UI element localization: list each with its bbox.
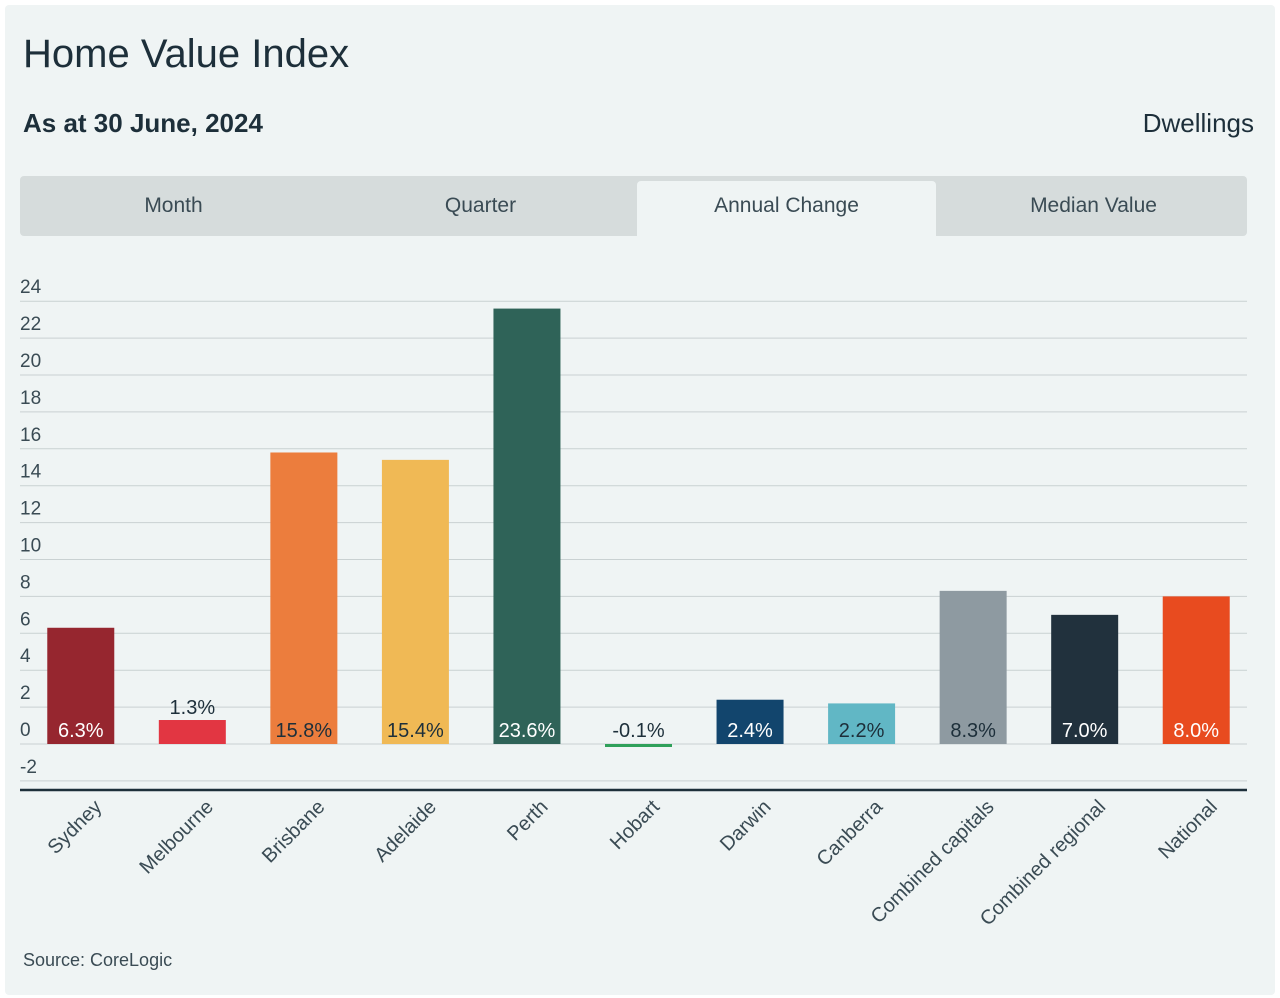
y-tick-label: 2 [20, 683, 31, 704]
data-label: 15.4% [387, 720, 444, 742]
x-tick-label: Combined regional [976, 796, 1110, 930]
x-tick-label: Hobart [606, 796, 664, 854]
bar [1051, 614, 1119, 744]
y-tick-label: 0 [20, 720, 31, 741]
x-tick-label: National [1154, 796, 1221, 863]
y-tick-label: 14 [20, 462, 42, 483]
x-tick-label: Canberra [813, 795, 888, 870]
x-tick-label: Sydney [44, 796, 107, 859]
tab-bar: Month Quarter Annual Change Median Value [20, 176, 1247, 236]
tab-median-value[interactable]: Median Value [1030, 194, 1157, 217]
data-label: 2.2% [839, 720, 885, 742]
y-tick-label: 6 [20, 609, 31, 630]
x-tick-label: Perth [503, 796, 552, 845]
data-label: 2.4% [727, 720, 773, 742]
page-title: Home Value Index [23, 32, 350, 76]
y-tick-label: 22 [20, 314, 41, 335]
y-tick-label: 4 [20, 646, 31, 667]
y-tick-label: 12 [20, 499, 41, 520]
bar [939, 590, 1007, 744]
source-note: Source: CoreLogic [23, 950, 173, 970]
y-tick-label: 10 [20, 536, 41, 557]
data-label: 15.8% [276, 720, 333, 742]
date-subtitle: As at 30 June, 2024 [23, 108, 263, 138]
x-tick-label: Melbourne [135, 796, 217, 878]
y-tick-label: -2 [20, 757, 37, 778]
x-tick-label: Adelaide [370, 796, 441, 867]
x-tick-label: Brisbane [258, 796, 329, 867]
data-label: 7.0% [1062, 720, 1108, 742]
bar [381, 459, 449, 744]
tab-annual-change[interactable]: Annual Change [637, 181, 936, 236]
measure-label: Dwellings [1142, 108, 1254, 138]
y-tick-label: 18 [20, 388, 41, 409]
x-tick-label: Combined capitals [867, 796, 999, 928]
bar [493, 308, 561, 744]
data-label: -0.1% [612, 720, 664, 742]
bar [605, 744, 672, 747]
bar [1162, 596, 1230, 744]
chart-card [5, 5, 1275, 995]
y-tick-label: 24 [20, 277, 42, 298]
bar [716, 699, 784, 744]
data-label: 8.0% [1173, 720, 1219, 742]
tab-quarter[interactable]: Quarter [444, 194, 517, 217]
data-label: 1.3% [170, 697, 216, 719]
y-tick-label: 8 [20, 572, 31, 593]
y-tick-label: 20 [20, 351, 41, 372]
x-tick-label: Darwin [716, 796, 776, 856]
y-tick-label: 16 [20, 425, 41, 446]
bar [270, 452, 338, 744]
data-label: 6.3% [58, 720, 104, 742]
data-label: 8.3% [950, 720, 996, 742]
data-label: 23.6% [499, 720, 556, 742]
bar [158, 720, 226, 744]
bar [47, 627, 115, 744]
tab-month[interactable]: Month [144, 194, 203, 217]
bar [828, 703, 896, 744]
